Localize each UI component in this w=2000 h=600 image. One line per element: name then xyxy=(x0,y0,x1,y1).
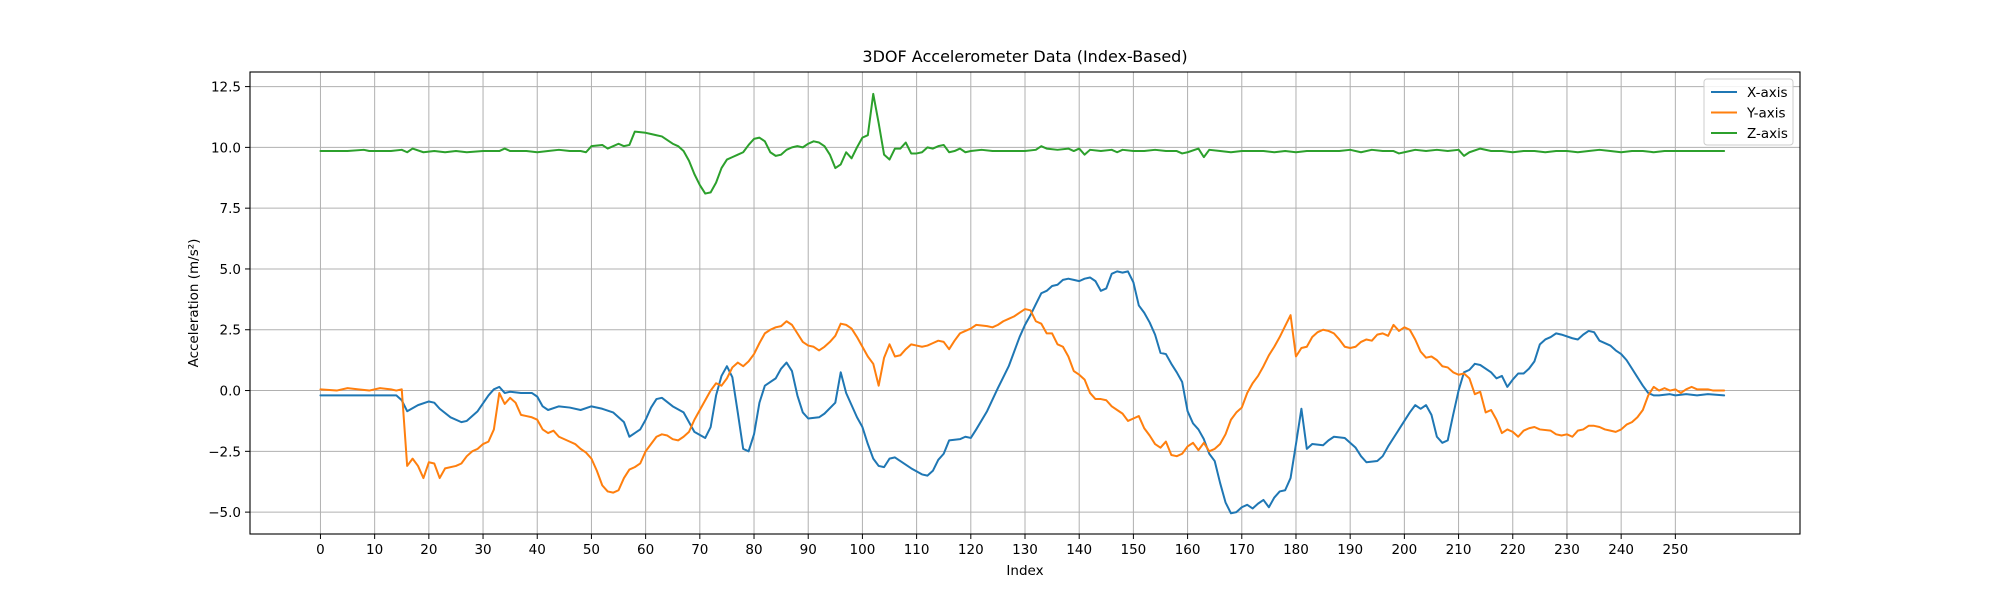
y-axis-title: Acceleration (m/s²) xyxy=(186,239,202,368)
x-tick-label: 0 xyxy=(316,542,325,558)
legend: X-axis Y-axis Z-axis xyxy=(1703,78,1794,146)
x-axis-title: Index xyxy=(1006,563,1043,579)
x-tick-label: 70 xyxy=(691,542,708,558)
series-line-z-axis xyxy=(319,92,1726,195)
y-tick-label: 2.5 xyxy=(220,323,241,339)
x-tick-label: 210 xyxy=(1446,542,1472,558)
y-tick-label: −2.5 xyxy=(208,444,241,460)
x-tick-label: 110 xyxy=(904,542,930,558)
y-tick-label: 0.0 xyxy=(220,384,241,400)
x-tick-label: 90 xyxy=(800,542,817,558)
legend-label-z-axis: Z-axis xyxy=(1747,126,1788,142)
x-tick-label: 40 xyxy=(529,542,546,558)
series-lines xyxy=(319,92,1726,515)
x-tick-label: 20 xyxy=(420,542,437,558)
x-tick-label: 160 xyxy=(1175,542,1201,558)
x-tick-label: 240 xyxy=(1608,542,1634,558)
y-tick-label: 5.0 xyxy=(220,262,241,278)
legend-box xyxy=(1703,78,1794,146)
y-tick-label: −5.0 xyxy=(208,505,241,521)
series-line-x-axis xyxy=(319,270,1726,515)
chart-title: 3DOF Accelerometer Data (Index-Based) xyxy=(862,47,1187,66)
y-axis-ticks: −5.0 −2.5 0.0 2.5 5.0 7.5 10.0 12.5 xyxy=(208,80,250,521)
x-tick-label: 60 xyxy=(637,542,654,558)
x-tick-label: 80 xyxy=(745,542,762,558)
y-tick-label: 7.5 xyxy=(220,201,241,217)
y-tick-label: 12.5 xyxy=(211,80,241,96)
x-tick-label: 220 xyxy=(1500,542,1526,558)
series-line-y-axis xyxy=(319,308,1726,494)
x-tick-label: 230 xyxy=(1554,542,1580,558)
x-tick-label: 130 xyxy=(1012,542,1038,558)
x-tick-label: 150 xyxy=(1121,542,1147,558)
legend-label-y-axis: Y-axis xyxy=(1746,106,1786,122)
x-tick-label: 180 xyxy=(1283,542,1309,558)
x-tick-label: 140 xyxy=(1066,542,1092,558)
x-axis-ticks: 0 10 20 30 40 50 60 70 80 90 100 110 120 130 140 150 160… xyxy=(316,534,1688,558)
legend-label-x-axis: X-axis xyxy=(1747,85,1788,101)
x-tick-label: 10 xyxy=(366,542,383,558)
x-tick-label: 100 xyxy=(850,542,876,558)
x-tick-label: 170 xyxy=(1229,542,1255,558)
grid-lines xyxy=(250,72,1800,534)
x-tick-label: 200 xyxy=(1391,542,1417,558)
x-tick-label: 120 xyxy=(958,542,984,558)
x-tick-label: 50 xyxy=(583,542,600,558)
x-tick-label: 190 xyxy=(1337,542,1363,558)
y-tick-label: 10.0 xyxy=(211,140,241,156)
x-tick-label: 250 xyxy=(1662,542,1688,558)
x-tick-label: 30 xyxy=(474,542,491,558)
